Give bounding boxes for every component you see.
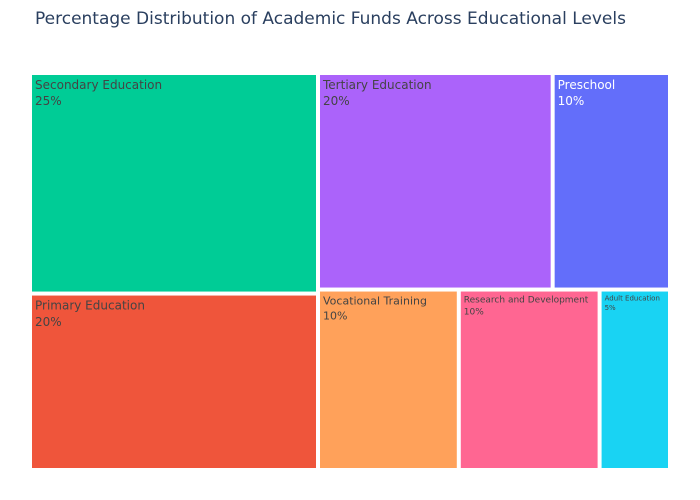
tile-rect-primary-education[interactable] bbox=[32, 295, 316, 468]
tile-value-primary-education: 20% bbox=[35, 315, 62, 329]
tile-rect-adult-education[interactable] bbox=[601, 291, 668, 468]
tile-value-tertiary-education: 20% bbox=[323, 94, 350, 108]
tile-value-preschool: 10% bbox=[558, 94, 585, 108]
tile-rect-secondary-education[interactable] bbox=[32, 75, 316, 292]
chart-title: Percentage Distribution of Academic Fund… bbox=[35, 9, 626, 29]
tile-rect-research-and-development[interactable] bbox=[460, 291, 598, 468]
tile-label-research-and-development: Research and Development bbox=[464, 296, 589, 306]
tile-secondary-education[interactable]: Secondary Education 25% bbox=[32, 75, 316, 292]
tile-label-vocational-training: Vocational Training bbox=[323, 295, 427, 308]
tile-value-secondary-education: 25% bbox=[35, 94, 62, 108]
tile-label-adult-education: Adult Education bbox=[605, 295, 660, 303]
tile-value-research-and-development: 10% bbox=[464, 308, 484, 318]
tile-rect-preschool[interactable] bbox=[554, 75, 668, 288]
tile-rect-vocational-training[interactable] bbox=[320, 291, 457, 468]
tile-rect-tertiary-education[interactable] bbox=[320, 75, 551, 288]
tile-label-preschool: Preschool bbox=[558, 78, 616, 92]
tile-preschool[interactable]: Preschool 10% bbox=[554, 75, 668, 288]
tile-label-primary-education: Primary Education bbox=[35, 299, 145, 313]
tile-research-and-development[interactable]: Research and Development 10% bbox=[460, 291, 598, 468]
tile-tertiary-education[interactable]: Tertiary Education 20% bbox=[320, 75, 551, 288]
tile-label-tertiary-education: Tertiary Education bbox=[322, 78, 432, 92]
tile-value-adult-education: 5% bbox=[605, 304, 616, 312]
tile-primary-education[interactable]: Primary Education 20% bbox=[32, 295, 316, 468]
tile-label-secondary-education: Secondary Education bbox=[35, 78, 162, 92]
tile-value-vocational-training: 10% bbox=[323, 309, 347, 322]
